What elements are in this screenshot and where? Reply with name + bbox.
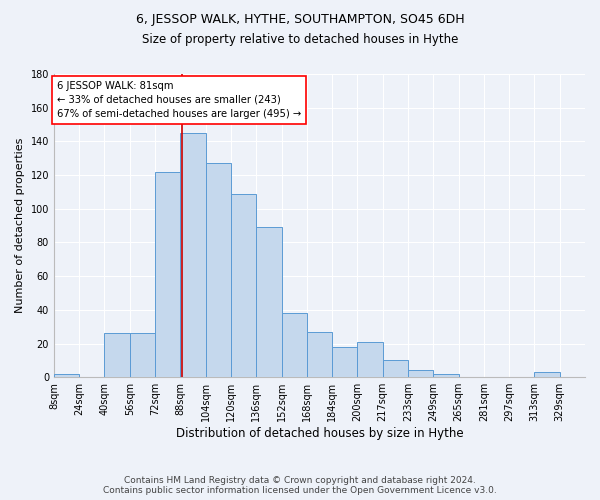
Bar (256, 228, 281, 377)
Bar (383, 360, 408, 377)
X-axis label: Distribution of detached houses by size in Hythe: Distribution of detached houses by size … (176, 427, 463, 440)
Bar (535, 372, 560, 377)
Bar (130, 334, 155, 377)
Bar (307, 332, 332, 377)
Bar (231, 194, 256, 377)
Bar (408, 370, 433, 377)
Bar (281, 313, 307, 377)
Text: Size of property relative to detached houses in Hythe: Size of property relative to detached ho… (142, 32, 458, 46)
Bar (104, 334, 130, 377)
Bar (155, 172, 181, 377)
Y-axis label: Number of detached properties: Number of detached properties (15, 138, 25, 314)
Text: Contains HM Land Registry data © Crown copyright and database right 2024.
Contai: Contains HM Land Registry data © Crown c… (103, 476, 497, 495)
Bar (433, 374, 458, 377)
Bar (358, 342, 383, 377)
Bar (54, 374, 79, 377)
Text: 6, JESSOP WALK, HYTHE, SOUTHAMPTON, SO45 6DH: 6, JESSOP WALK, HYTHE, SOUTHAMPTON, SO45… (136, 12, 464, 26)
Text: 6 JESSOP WALK: 81sqm
← 33% of detached houses are smaller (243)
67% of semi-deta: 6 JESSOP WALK: 81sqm ← 33% of detached h… (57, 80, 301, 118)
Bar (332, 347, 358, 377)
Bar (181, 133, 206, 377)
Bar (206, 164, 231, 377)
